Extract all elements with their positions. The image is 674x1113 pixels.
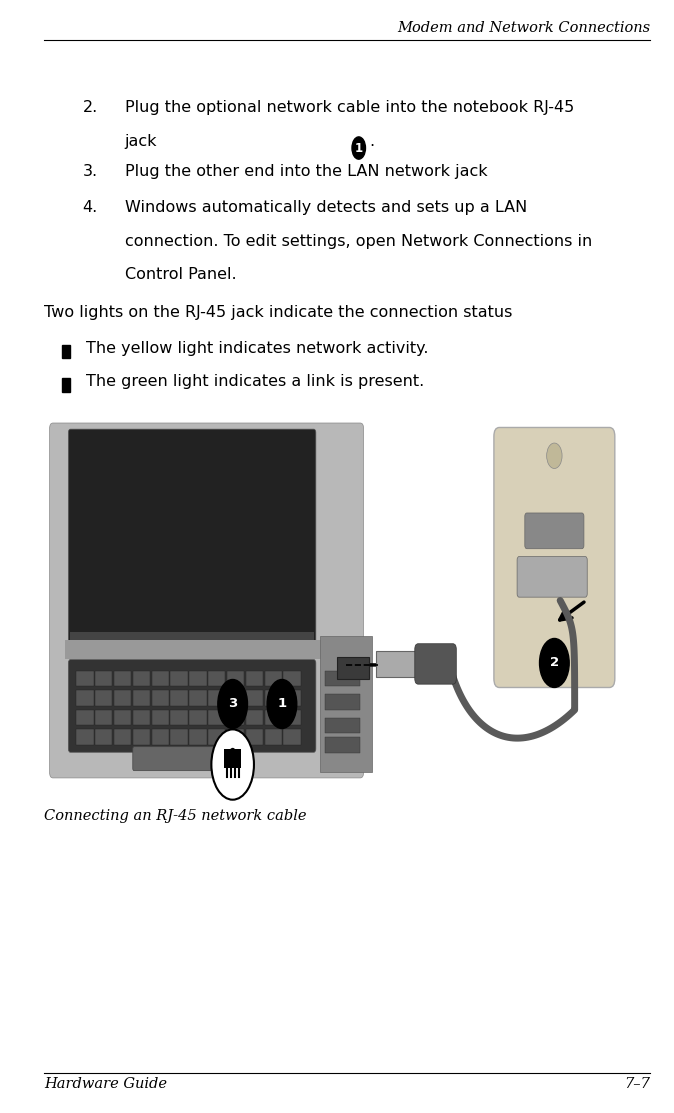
Bar [152,690,169,706]
Bar [152,671,169,687]
Text: The green light indicates a link is present.: The green light indicates a link is pres… [86,374,425,388]
Bar [246,690,263,706]
Text: 4.: 4. [82,200,98,215]
Bar [62,345,70,358]
Text: jack: jack [125,134,162,148]
Text: 3: 3 [228,698,237,710]
Circle shape [547,647,562,672]
FancyBboxPatch shape [133,747,222,770]
FancyBboxPatch shape [68,430,316,651]
Bar [227,671,244,687]
Bar [95,729,113,745]
Circle shape [352,137,365,159]
Bar [265,671,282,687]
Bar [224,749,241,768]
FancyBboxPatch shape [517,556,587,598]
Text: 2.: 2. [82,100,98,115]
Bar [265,729,282,745]
Bar [189,729,207,745]
Circle shape [547,443,562,469]
Bar [227,710,244,726]
Bar [208,671,225,687]
Bar [114,690,131,706]
Bar [208,729,225,745]
Circle shape [212,729,254,800]
Bar [171,729,188,745]
Bar [246,729,263,745]
Circle shape [267,680,297,729]
Text: Control Panel.: Control Panel. [125,267,237,282]
Bar [265,690,282,706]
Text: 2: 2 [550,657,559,670]
FancyBboxPatch shape [494,427,615,688]
Bar [265,710,282,726]
Bar [283,671,301,687]
Bar [95,710,113,726]
Bar [171,710,188,726]
Bar [171,671,188,687]
Text: 7–7: 7–7 [625,1077,650,1092]
Text: Connecting an RJ-45 network cable: Connecting an RJ-45 network cable [44,809,306,824]
Bar [95,671,113,687]
Text: 1: 1 [355,141,363,155]
Text: 3.: 3. [83,164,98,178]
FancyBboxPatch shape [319,636,372,772]
FancyBboxPatch shape [68,660,316,752]
Bar [133,690,150,706]
Bar [189,710,207,726]
Bar [76,710,94,726]
Bar [171,690,188,706]
Bar [133,671,150,687]
Bar [246,710,263,726]
Text: .: . [369,134,374,148]
Bar [62,378,70,392]
Bar [246,671,263,687]
Bar [189,671,207,687]
Bar [326,671,360,687]
Bar [283,690,301,706]
FancyBboxPatch shape [337,657,369,679]
Circle shape [540,639,569,688]
Text: Plug the other end into the LAN network jack: Plug the other end into the LAN network … [125,164,493,178]
Bar [65,640,331,659]
Text: 1: 1 [278,698,286,710]
Bar [189,690,207,706]
FancyBboxPatch shape [525,513,584,549]
Text: The yellow light indicates network activity.: The yellow light indicates network activ… [86,341,429,355]
Bar [326,695,360,710]
FancyBboxPatch shape [415,643,456,684]
Bar [114,671,131,687]
Bar [208,710,225,726]
Circle shape [218,680,247,729]
Bar [76,690,94,706]
Bar [208,690,225,706]
FancyBboxPatch shape [50,423,363,778]
Bar [76,729,94,745]
Bar [76,671,94,687]
FancyBboxPatch shape [376,651,425,677]
Bar [114,710,131,726]
Bar [326,737,360,752]
Text: Two lights on the RJ-45 jack indicate the connection status: Two lights on the RJ-45 jack indicate th… [44,305,518,319]
Bar [152,710,169,726]
FancyBboxPatch shape [70,632,314,648]
Text: connection. To edit settings, open Network Connections in: connection. To edit settings, open Netwo… [125,234,592,248]
Bar [227,729,244,745]
Bar [95,690,113,706]
Bar [326,718,360,733]
Circle shape [228,748,237,762]
Bar [133,729,150,745]
Text: Modem and Network Connections: Modem and Network Connections [397,20,650,35]
Bar [283,729,301,745]
Text: Plug the optional network cable into the notebook RJ-45: Plug the optional network cable into the… [125,100,574,115]
Bar [227,690,244,706]
Bar [133,710,150,726]
Bar [152,729,169,745]
Bar [114,729,131,745]
Bar [283,710,301,726]
Text: Windows automatically detects and sets up a LAN: Windows automatically detects and sets u… [125,200,527,215]
Text: Hardware Guide: Hardware Guide [44,1077,166,1092]
